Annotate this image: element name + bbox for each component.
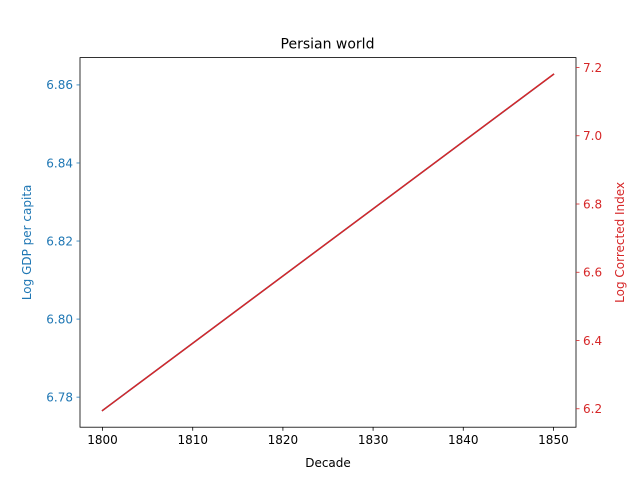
y-left-tick-label: 6.82 [46,234,73,248]
y-right-tick-label: 6.6 [583,266,602,280]
x-tick-label: 1830 [358,433,389,447]
x-tick-label: 1800 [87,433,118,447]
y-left-tick-label: 6.86 [46,78,73,92]
y-axis-left-title: Log GDP per capita [20,185,34,301]
y-axis-right-title: Log Corrected Index [613,182,627,303]
x-axis-title: Decade [305,456,351,470]
x-tick-label: 1810 [177,433,208,447]
corrected-index-series-line [101,73,555,412]
y-left-tick-label: 6.78 [46,390,73,404]
y-axis-right: 6.2 6.4 6.6 6.8 7.0 7.2 [576,61,602,416]
y-left-tick-label: 6.84 [46,156,73,170]
x-tick-label: 1850 [538,433,569,447]
y-axis-left: 6.78 6.80 6.82 6.84 6.86 [46,78,80,404]
chart-title: Persian world [281,37,375,53]
x-tick-label: 1820 [268,433,299,447]
y-right-tick-label: 6.8 [583,197,602,211]
y-right-tick-label: 7.2 [583,61,602,75]
y-right-tick-label: 6.2 [583,402,602,416]
y-left-tick-label: 6.80 [46,312,73,326]
y-right-tick-label: 6.4 [583,334,602,348]
plot-lines [101,73,555,412]
x-tick-label: 1840 [448,433,479,447]
y-right-tick-label: 7.0 [583,129,602,143]
x-axis: 1800 1810 1820 1830 1840 1850 [87,427,569,447]
plot-frame [79,57,577,428]
